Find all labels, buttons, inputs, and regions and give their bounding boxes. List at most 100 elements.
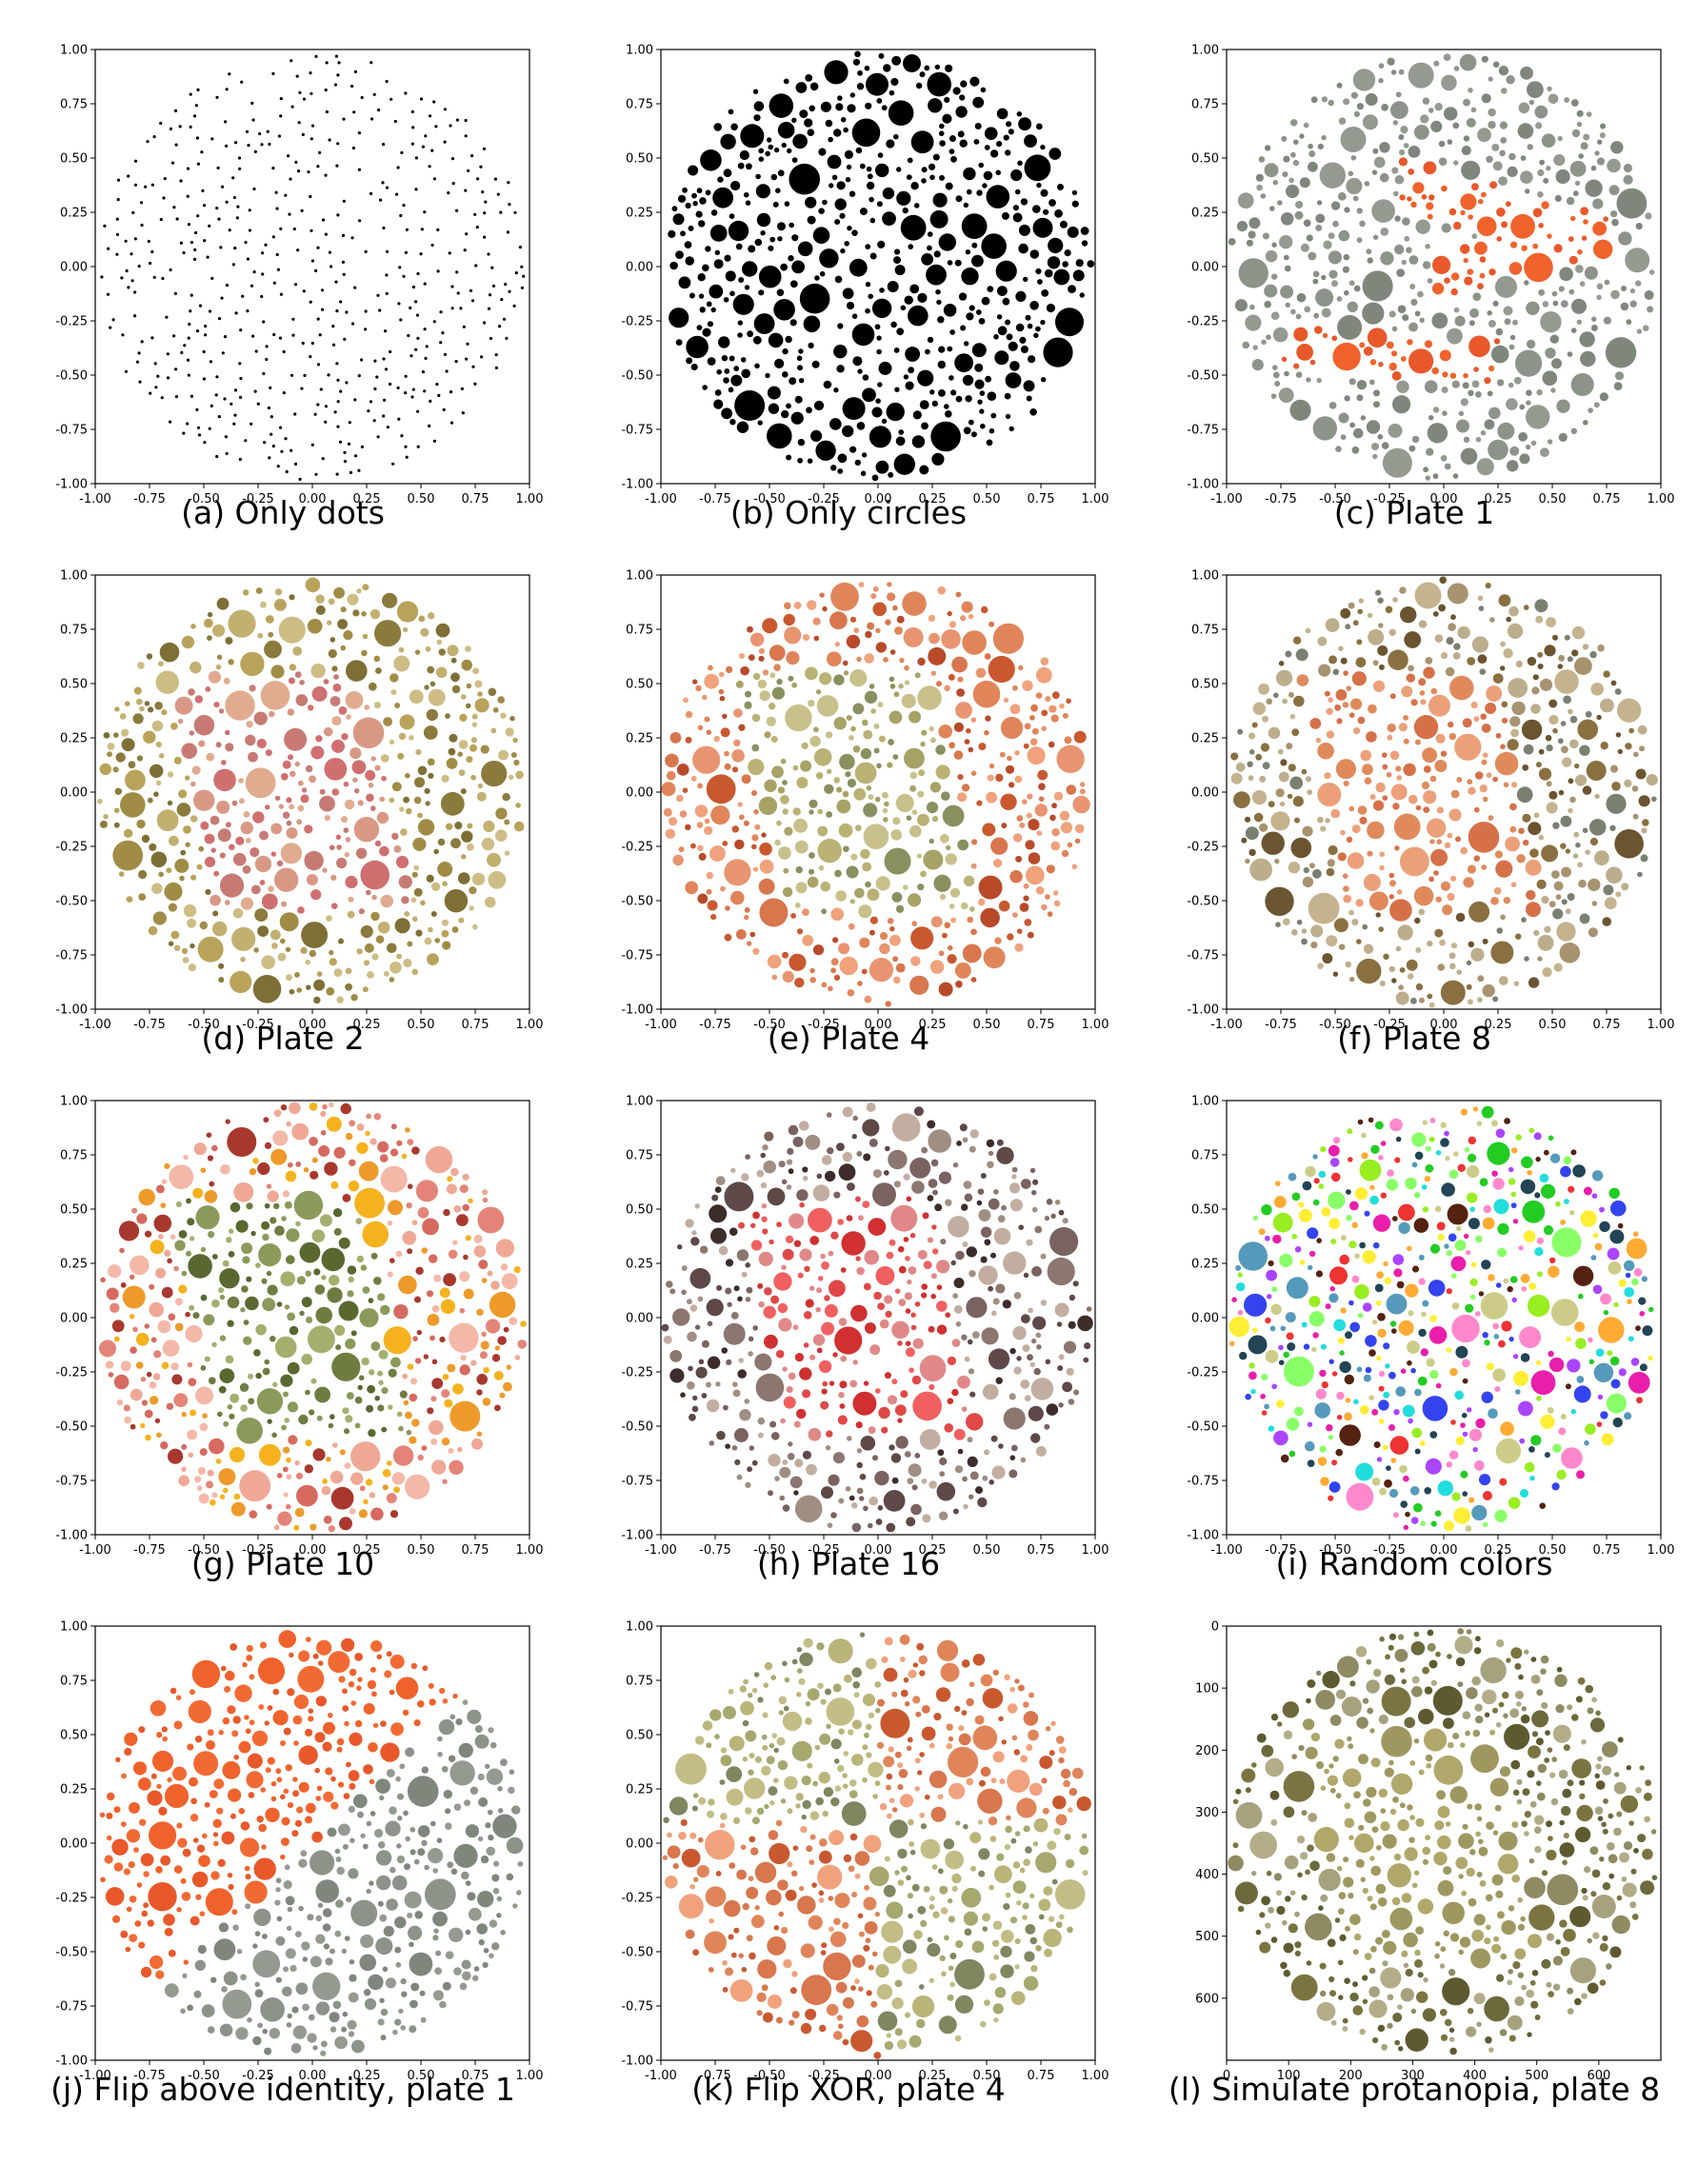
circle-mark — [204, 1356, 210, 1362]
circle-mark — [464, 118, 468, 123]
circle-mark — [363, 960, 370, 966]
circle-mark — [233, 247, 237, 250]
circle-mark — [851, 1522, 862, 1533]
circle-mark — [450, 157, 455, 161]
circle-mark — [364, 943, 374, 953]
circle-mark — [1366, 420, 1381, 434]
circle-mark — [137, 662, 145, 669]
circle-mark — [390, 962, 402, 974]
circle-mark — [963, 1503, 969, 1510]
circle-mark — [1373, 401, 1380, 408]
circle-mark — [769, 1239, 774, 1245]
circle-mark — [1603, 884, 1614, 896]
circle-mark — [181, 743, 197, 759]
circle-mark — [1635, 1325, 1641, 1331]
circle-mark — [270, 929, 281, 941]
circle-mark — [971, 839, 978, 845]
circle-mark — [1519, 453, 1530, 465]
circle-mark — [1035, 1445, 1047, 1457]
circle-mark — [1362, 764, 1373, 776]
circle-mark — [1541, 133, 1556, 148]
circle-mark — [393, 1486, 400, 1494]
circle-mark — [893, 347, 900, 353]
circle-mark — [760, 230, 766, 236]
circle-mark — [1261, 339, 1267, 346]
circle-mark — [815, 689, 822, 695]
circle-mark — [962, 1137, 969, 1143]
circle-mark — [279, 426, 283, 429]
circle-mark — [791, 682, 797, 688]
circle-mark — [1451, 1492, 1461, 1501]
circle-mark — [1327, 859, 1335, 867]
circle-mark — [935, 288, 941, 295]
circle-mark — [143, 730, 156, 744]
circle-mark — [1400, 606, 1417, 624]
circle-mark — [133, 686, 142, 695]
circle-mark — [410, 1378, 418, 1385]
circle-mark — [1387, 57, 1395, 66]
circle-mark — [406, 807, 412, 815]
circle-mark — [720, 885, 726, 892]
circle-mark — [152, 135, 156, 139]
circle-mark — [700, 149, 722, 171]
circle-mark — [336, 142, 340, 146]
y-tick-label: 0.00 — [626, 261, 653, 275]
circle-mark — [342, 1194, 351, 1202]
circle-mark — [1036, 182, 1042, 189]
circle-mark — [388, 1200, 403, 1216]
circle-mark — [362, 986, 369, 993]
circle-mark — [979, 390, 986, 396]
circle-mark — [1419, 690, 1426, 696]
circle-mark — [305, 764, 313, 773]
circle-mark — [691, 1405, 699, 1413]
circle-mark — [738, 724, 746, 731]
circle-mark — [326, 986, 335, 996]
circle-mark — [436, 639, 443, 645]
circle-mark — [1359, 1159, 1382, 1181]
circle-mark — [968, 746, 974, 753]
circle-mark — [1548, 1265, 1560, 1278]
circle-mark — [1388, 628, 1396, 636]
circle-mark — [757, 420, 763, 426]
circle-mark — [751, 834, 759, 842]
circle-mark — [1046, 1199, 1053, 1205]
circle-mark — [282, 391, 286, 395]
circle-mark — [928, 614, 935, 622]
circle-mark — [1408, 794, 1418, 804]
circle-mark — [1498, 66, 1509, 76]
circle-mark — [506, 1364, 511, 1370]
circle-mark — [255, 1262, 261, 1268]
circle-mark — [694, 1324, 701, 1330]
circle-mark — [1012, 1325, 1027, 1340]
circle-mark — [354, 1187, 385, 1219]
circle-mark — [783, 867, 789, 874]
circle-mark — [362, 633, 369, 640]
circle-mark — [362, 1286, 370, 1294]
circle-mark — [1273, 1196, 1287, 1208]
circle-mark — [513, 759, 520, 766]
circle-mark — [751, 744, 760, 752]
circle-mark — [1345, 624, 1351, 630]
circle-mark — [1423, 806, 1430, 813]
circle-mark — [802, 1175, 809, 1181]
circle-mark — [450, 672, 460, 683]
circle-mark — [910, 926, 934, 950]
circle-mark — [706, 301, 712, 308]
circle-mark — [1524, 280, 1529, 286]
circle-mark — [404, 911, 410, 917]
circle-mark — [415, 1266, 424, 1275]
circle-mark — [124, 369, 129, 373]
circle-mark — [964, 739, 970, 745]
circle-mark — [891, 1320, 909, 1340]
circle-mark — [135, 1361, 144, 1369]
circle-mark — [803, 315, 821, 333]
circle-mark — [748, 245, 756, 253]
circle-mark — [889, 934, 901, 946]
circle-mark — [168, 1313, 176, 1321]
circle-mark — [797, 365, 803, 371]
circle-mark — [1523, 1230, 1536, 1242]
circle-mark — [133, 159, 138, 163]
x-tick-label: -0.25 — [808, 492, 840, 506]
circle-mark — [908, 1266, 917, 1275]
circle-mark — [173, 1393, 189, 1408]
